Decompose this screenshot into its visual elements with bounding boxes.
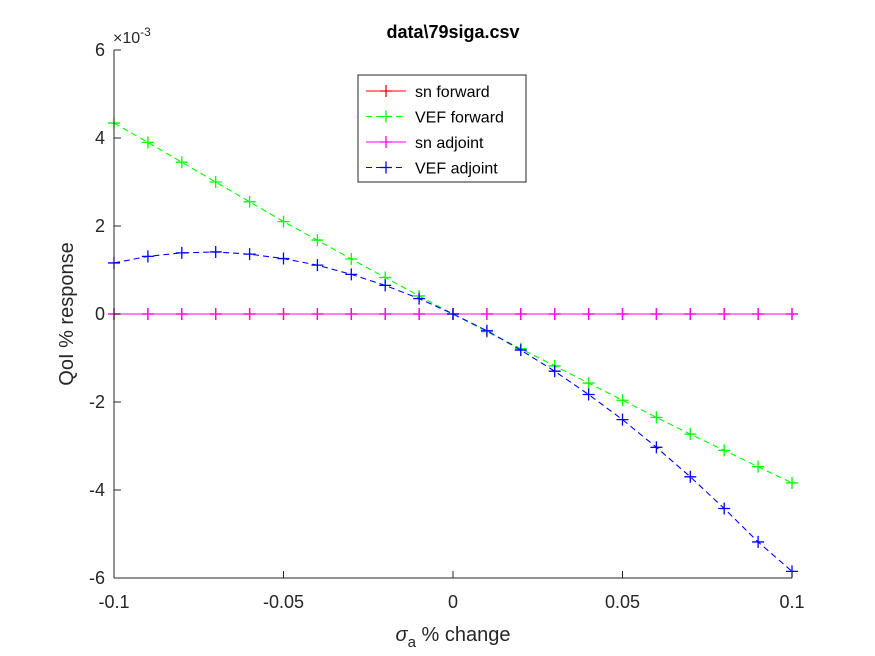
- data-point-sn-adjoint: [175, 308, 188, 320]
- data-point-vef-adjoint: [175, 246, 188, 259]
- data-point-vef-forward: [209, 176, 222, 188]
- y-tick-label: 0: [95, 304, 105, 324]
- legend-item-vef-adjoint: VEF adjoint: [366, 161, 498, 178]
- legend-marker: [380, 136, 392, 148]
- x-axis-label-symbol: σ: [396, 624, 409, 646]
- x-tick-label: 0.1: [779, 592, 804, 612]
- y-axis-label: QoI % response: [56, 242, 78, 385]
- y-axis-exponent: ×10-3: [113, 25, 151, 47]
- data-point-vef-adjoint: [447, 308, 459, 320]
- series-layer: [108, 117, 798, 578]
- data-point-sn-adjoint: [718, 308, 731, 320]
- legend-item-sn-forward: sn forward: [366, 84, 490, 101]
- legend-label: VEF adjoint: [415, 161, 498, 178]
- legend-label: VEF forward: [415, 110, 504, 127]
- data-point-sn-adjoint: [616, 308, 629, 320]
- data-point-vef-adjoint: [718, 502, 731, 515]
- axes: -0.1 -0.05 0 0.05 0.1 -6 -4 -2 0 2 4 6: [89, 40, 805, 612]
- x-tick-label: -0.05: [263, 592, 304, 612]
- data-point-vef-adjoint: [209, 245, 222, 258]
- legend-label: sn forward: [415, 84, 490, 101]
- data-point-vef-adjoint: [548, 365, 561, 378]
- series-vef-adjoint: [108, 245, 798, 578]
- x-axis-label-text: % change: [416, 624, 511, 646]
- data-point-vef-adjoint: [480, 324, 493, 337]
- data-point-vef-adjoint: [277, 252, 290, 265]
- data-point-vef-forward: [650, 411, 663, 424]
- data-point-vef-forward: [752, 460, 765, 473]
- data-point-vef-forward: [616, 394, 629, 407]
- data-point-sn-adjoint: [311, 308, 324, 320]
- chart-title: data\79siga.csv: [386, 22, 519, 42]
- data-point-sn-adjoint: [413, 308, 426, 320]
- data-point-vef-adjoint: [650, 441, 663, 454]
- data-point-sn-adjoint: [684, 308, 697, 320]
- data-point-sn-adjoint: [480, 308, 493, 320]
- data-point-vef-adjoint: [345, 268, 358, 281]
- data-point-vef-adjoint: [141, 250, 154, 263]
- legend-label: sn adjoint: [415, 135, 484, 152]
- data-point-sn-adjoint: [786, 308, 798, 320]
- data-point-vef-forward: [345, 253, 358, 265]
- y-tick-label: 6: [95, 40, 105, 60]
- data-point-vef-forward: [175, 156, 188, 169]
- legend-item-sn-adjoint: sn adjoint: [366, 135, 484, 152]
- data-point-vef-forward: [311, 234, 324, 247]
- data-point-vef-adjoint: [752, 535, 765, 548]
- data-point-vef-forward: [684, 428, 697, 441]
- data-point-vef-adjoint: [684, 470, 697, 483]
- legend-marker: [380, 161, 392, 174]
- data-point-vef-adjoint: [311, 259, 324, 272]
- y-tick-label: -6: [89, 568, 105, 588]
- y-tick-label: 4: [95, 128, 105, 148]
- data-point-vef-adjoint: [243, 248, 256, 261]
- x-tick-label: -0.1: [98, 592, 129, 612]
- y-tick-label: -4: [89, 480, 105, 500]
- legend-marker: [380, 85, 392, 97]
- data-point-vef-forward: [141, 136, 154, 149]
- legend-marker: [380, 110, 392, 123]
- x-tick-label: 0.05: [605, 592, 640, 612]
- data-point-sn-adjoint: [514, 308, 527, 320]
- data-point-sn-adjoint: [752, 308, 765, 320]
- data-point-sn-adjoint: [345, 308, 358, 320]
- data-point-sn-adjoint: [141, 308, 154, 320]
- series-line-vef-forward: [113, 122, 793, 484]
- data-point-sn-adjoint: [277, 308, 290, 320]
- data-point-vef-adjoint: [616, 413, 629, 426]
- legend: sn forward VEF forward sn adjoint VEF adjoi…: [357, 74, 527, 183]
- y-tick-label: 2: [95, 216, 105, 236]
- y-tick-label: -2: [89, 392, 105, 412]
- legend-item-vef-forward: VEF forward: [366, 110, 504, 127]
- data-point-vef-forward: [277, 215, 290, 228]
- data-point-sn-adjoint: [650, 308, 663, 320]
- x-axis-label: σa % change: [396, 624, 511, 651]
- data-point-sn-adjoint: [582, 308, 595, 320]
- x-axis-label-subscript: a: [408, 634, 417, 651]
- data-point-sn-adjoint: [379, 308, 392, 320]
- x-tick-label: 0: [448, 592, 458, 612]
- y-axis-exponent-base: ×10: [113, 30, 140, 47]
- data-point-sn-adjoint: [209, 308, 222, 320]
- data-point-sn-adjoint: [243, 308, 256, 320]
- data-point-vef-forward: [718, 444, 731, 457]
- data-point-vef-adjoint: [413, 292, 426, 305]
- y-axis-exponent-power: -3: [140, 25, 151, 39]
- series-line-vef-adjoint: [113, 251, 793, 572]
- data-point-vef-forward: [582, 377, 595, 390]
- data-point-vef-adjoint: [514, 344, 527, 357]
- data-point-vef-forward: [786, 476, 798, 489]
- data-point-sn-adjoint: [548, 308, 561, 320]
- data-point-vef-adjoint: [582, 388, 595, 401]
- data-point-vef-adjoint: [379, 279, 392, 292]
- data-point-vef-forward: [243, 195, 256, 208]
